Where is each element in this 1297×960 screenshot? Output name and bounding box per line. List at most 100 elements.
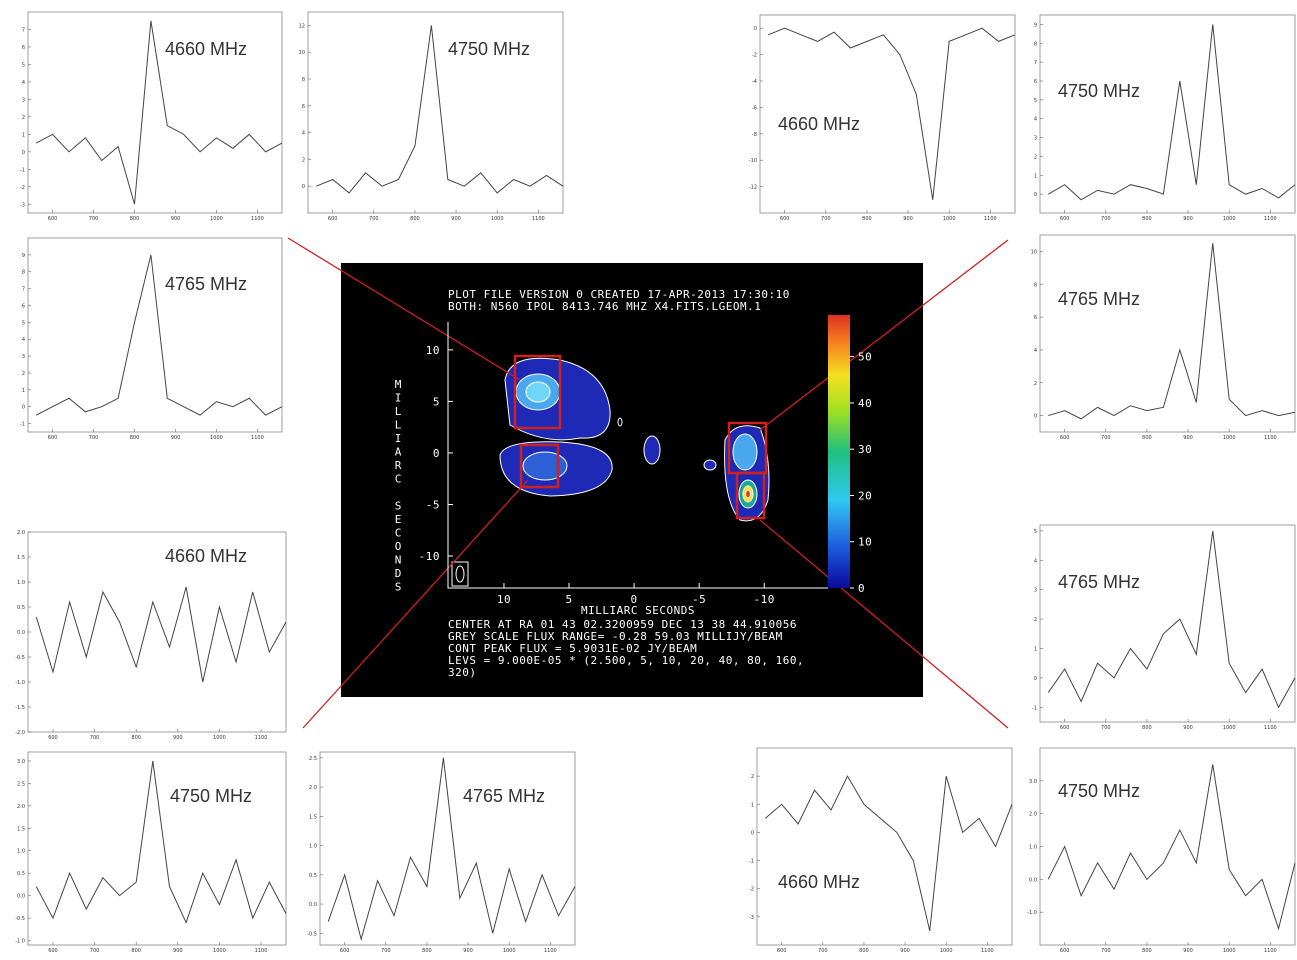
spectrum-line: [35, 20, 283, 205]
y-tick-label: 0.5: [17, 605, 25, 611]
footer-line: LEVS = 9.000E-05 * (2.500, 5, 10, 20, 40…: [448, 654, 804, 667]
y-tick-label: 2.0: [309, 785, 317, 791]
x-tick-label: 900: [903, 216, 913, 222]
plot-frame: [27, 531, 287, 733]
y-tick-label: -1.0: [1027, 910, 1037, 916]
y-tick-label: 0.0: [1029, 877, 1037, 883]
y-tick-label: -0.5: [15, 655, 25, 661]
x-tick-label: 1000: [491, 216, 504, 222]
x-tick-label: 700: [90, 948, 100, 954]
spectrum-line: [1047, 24, 1296, 201]
y-tick-label: 0: [22, 405, 25, 411]
y-tick-label: -3: [749, 915, 754, 921]
x-tick-label: 900: [451, 216, 461, 222]
y-tick-label: -1.0: [15, 680, 25, 686]
x-tick-label: 10: [497, 593, 511, 606]
map-background: [341, 263, 923, 697]
x-tick-label: 700: [381, 948, 391, 954]
y-tick-label: 7: [22, 27, 25, 33]
y-tick-label: -10: [419, 550, 440, 563]
y-tick-label: 10: [426, 344, 440, 357]
y-tick-label: -2.0: [15, 730, 25, 736]
y-tick-label: 0.5: [309, 873, 317, 879]
x-tick-label: 800: [859, 948, 869, 954]
x-tick-label: 1100: [255, 948, 268, 954]
frequency-label: 4750 MHz: [170, 786, 252, 806]
x-tick-label: 600: [780, 216, 790, 222]
x-tick-label: 600: [1060, 216, 1070, 222]
y-tick-label: 2.5: [17, 781, 25, 787]
y-tick-label: 4: [1034, 117, 1037, 123]
x-tick-label: 1100: [984, 216, 997, 222]
y-tick-label: 1.0: [17, 849, 25, 855]
y-tick-label: 2.0: [1029, 812, 1037, 818]
colorbar-tick-label: 30: [858, 443, 872, 456]
y-tick-label: 6: [1034, 315, 1037, 321]
y-tick-label: 0: [1034, 676, 1037, 682]
y-tick-label: 3: [1034, 588, 1037, 594]
x-tick-label: 700: [818, 948, 828, 954]
footer-line: CENTER AT RA 01 43 02.3200959 DEC 13 38 …: [448, 618, 797, 631]
y-tick-label: 1: [751, 802, 754, 808]
y-axis-label: MILLIARC SECONDS: [392, 378, 405, 594]
plot-frame: [759, 14, 1016, 214]
x-tick-label: 700: [369, 216, 379, 222]
y-tick-label: 5: [1034, 529, 1037, 535]
y-tick-label: 1: [22, 388, 25, 394]
colorbar-tick-label: 10: [858, 536, 872, 549]
spectrum-line: [1047, 530, 1296, 709]
y-tick-label: 8: [1034, 41, 1037, 47]
y-tick-label: 0: [302, 184, 305, 190]
y-tick-label: 0: [433, 447, 440, 460]
y-tick-label: -4: [752, 79, 757, 85]
x-tick-label: 1000: [213, 948, 226, 954]
plot-frame: [1039, 14, 1296, 214]
y-tick-label: -1: [1032, 705, 1037, 711]
y-tick-label: -12: [749, 185, 757, 191]
y-tick-label: 0: [22, 150, 25, 156]
x-tick-label: 600: [48, 435, 58, 441]
x-tick-label: 600: [1060, 435, 1070, 441]
y-tick-label: -10: [749, 158, 757, 164]
x-tick-label: 1100: [1264, 435, 1277, 441]
connector-lines: [287, 237, 1009, 729]
y-tick-label: -2: [749, 887, 754, 893]
x-tick-label: 1000: [943, 216, 956, 222]
x-tick-label: 1000: [210, 216, 223, 222]
spectrum-line: [1048, 243, 1296, 420]
frequency-label: 4660 MHz: [778, 872, 860, 892]
y-tick-label: -8: [752, 132, 757, 138]
y-tick-label: 0: [751, 830, 754, 836]
plot-frame: [1039, 524, 1296, 723]
frequency-label: 4750 MHz: [448, 39, 530, 59]
y-tick-label: 6: [302, 104, 305, 110]
y-tick-label: -3: [20, 202, 25, 208]
y-tick-label: 2: [1034, 154, 1037, 160]
y-tick-label: 10: [1031, 249, 1037, 255]
y-tick-label: 5: [433, 395, 440, 408]
x-tick-label: 1000: [1223, 216, 1236, 222]
x-tick-label: 900: [1183, 725, 1193, 731]
y-tick-label: 2.0: [17, 804, 25, 810]
x-tick-label: 600: [48, 216, 58, 222]
y-tick-label: 3: [1034, 136, 1037, 142]
plot-frame: [27, 237, 283, 433]
x-tick-label: 5: [565, 593, 572, 606]
x-tick-label: 900: [171, 435, 181, 441]
spectrum-line: [327, 757, 576, 942]
y-tick-label: 9: [22, 253, 25, 259]
x-tick-label: -5: [692, 593, 706, 606]
x-tick-label: 800: [130, 435, 140, 441]
x-tick-label: 1000: [940, 948, 953, 954]
y-tick-label: 0: [754, 26, 757, 32]
frequency-label: 4765 MHz: [165, 274, 247, 294]
x-tick-label: 800: [1142, 948, 1152, 954]
plot-frame: [1039, 747, 1296, 946]
y-tick-label: 5: [1034, 98, 1037, 104]
x-tick-label: 900: [173, 735, 183, 741]
header-line: BOTH: N560 IPOL 8413.746 MHZ X4.FITS.LGE…: [448, 300, 761, 313]
x-tick-label: 600: [1060, 725, 1070, 731]
y-tick-label: 8: [1034, 282, 1037, 288]
x-tick-label: 600: [48, 948, 58, 954]
plot-frame: [27, 751, 287, 946]
